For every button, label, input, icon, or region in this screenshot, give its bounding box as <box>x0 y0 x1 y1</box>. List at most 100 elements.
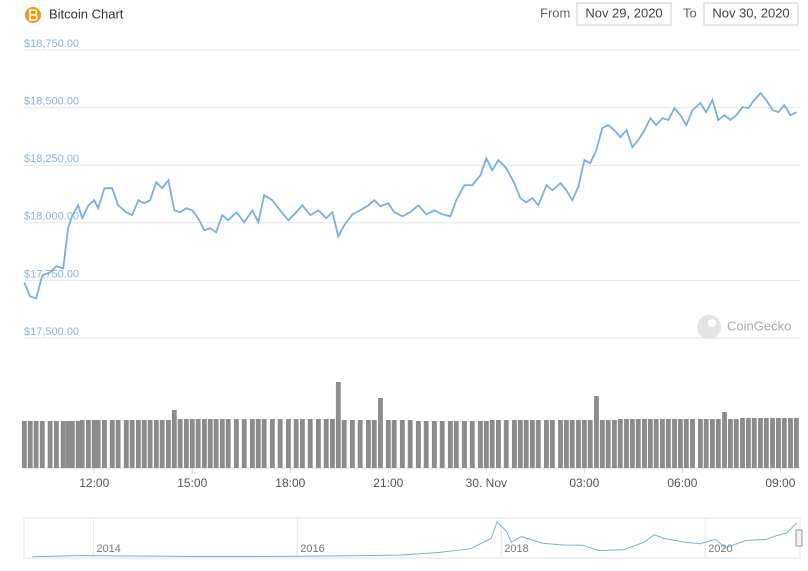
volume-bar <box>177 419 183 468</box>
y-tick-label: $18,500.00 <box>24 96 79 108</box>
volume-bar <box>39 421 45 468</box>
volume-bar <box>183 419 189 468</box>
from-input[interactable] <box>576 2 672 26</box>
watermark-logo <box>697 315 721 339</box>
volume-bar <box>733 419 739 468</box>
chart-title: Bitcoin Chart <box>49 6 124 21</box>
x-tick-label: 06:00 <box>667 476 697 490</box>
volume-bar <box>635 419 641 468</box>
volume-bar <box>611 420 617 468</box>
volume-bar <box>653 419 659 468</box>
volume-bar <box>727 419 733 468</box>
volume-bar <box>293 419 299 468</box>
volume-bar <box>141 420 147 468</box>
watermark-logo-eye <box>708 319 716 327</box>
volume-bar <box>535 420 541 468</box>
volume-bar <box>447 421 453 468</box>
volume-bar <box>512 420 517 468</box>
navigator-tick-label: 2018 <box>504 543 528 555</box>
volume-bar <box>357 420 363 468</box>
volume-bar <box>129 420 135 468</box>
volume-bar <box>415 421 421 468</box>
navigator-tick-label: 2020 <box>708 543 732 555</box>
x-tick-label: 09:00 <box>765 476 795 490</box>
volume-bar <box>517 420 523 468</box>
y-tick-label: $17,500.00 <box>24 326 79 338</box>
y-tick-label: $18,250.00 <box>24 153 79 165</box>
volume-bar <box>315 419 321 468</box>
volume-bar <box>201 419 207 468</box>
volume-bar <box>439 421 445 468</box>
volume-bar <box>697 419 703 468</box>
volume-bar <box>660 419 665 468</box>
volume-bar <box>349 420 355 468</box>
volume-bar <box>495 420 501 468</box>
volume-bar <box>751 418 757 468</box>
volume-bar <box>385 420 391 468</box>
volume-bar <box>159 420 165 468</box>
volume-bar <box>27 421 33 468</box>
to-input[interactable] <box>703 2 799 26</box>
volume-bar <box>587 420 593 468</box>
volume-bar <box>549 420 555 468</box>
volume-bar <box>594 396 599 468</box>
volume-bar <box>569 420 575 468</box>
volume-bar <box>740 418 745 468</box>
volume-bar <box>793 418 799 468</box>
x-tick-label: 12:00 <box>79 476 109 490</box>
navigator-tick-label: 2016 <box>300 543 324 555</box>
watermark: CoinGecko <box>727 318 791 333</box>
to-label: To <box>683 5 697 20</box>
volume-bar <box>576 420 581 468</box>
volume-bar <box>219 419 225 468</box>
volume-bar <box>207 419 213 468</box>
volume-bar <box>605 420 611 468</box>
volume-bar <box>53 421 59 468</box>
volume-bar <box>489 420 495 468</box>
volume-bar <box>423 421 429 468</box>
volume-bar <box>75 421 81 468</box>
volume-bar <box>249 419 255 468</box>
volume-bar <box>195 419 201 468</box>
volume-bar <box>189 419 195 468</box>
volume-bar <box>391 420 397 468</box>
x-tick-label: 21:00 <box>373 476 403 490</box>
navigator-handle[interactable] <box>795 529 803 547</box>
price-line <box>23 91 797 300</box>
volume-bar <box>341 420 347 468</box>
volume-bar <box>165 420 171 468</box>
to-date[interactable]: Nov 30, 2020 <box>712 5 789 20</box>
volume-bar <box>171 410 177 468</box>
volume-bar <box>529 420 535 468</box>
volume-bar <box>665 419 671 468</box>
x-tick-label: 03:00 <box>569 476 599 490</box>
volume-bar <box>722 412 727 468</box>
volume-bar <box>581 420 587 468</box>
volume-bar <box>323 419 329 468</box>
volume-bar <box>378 398 383 468</box>
volume-bar <box>642 419 647 468</box>
volume-bar <box>60 421 66 468</box>
from-date[interactable]: Nov 29, 2020 <box>585 5 662 20</box>
x-tick-label: 15:00 <box>177 476 207 490</box>
bitcoin-glyph <box>29 9 38 21</box>
volume-bar <box>153 420 159 468</box>
volume-bar <box>624 419 629 468</box>
volume-bar <box>65 421 71 468</box>
volume-bar <box>483 421 489 468</box>
volume-bar <box>683 419 689 468</box>
volume-bar <box>647 419 653 468</box>
volume-bar <box>677 419 683 468</box>
volume-bar <box>101 420 107 468</box>
volume-bar <box>299 419 305 468</box>
volume-bar <box>788 418 793 468</box>
volume-bar <box>147 420 153 468</box>
volume-bar <box>544 420 549 468</box>
volume-bar <box>599 420 605 468</box>
y-tick-label: $17,750.00 <box>24 268 79 280</box>
y-tick-label: $18,000.00 <box>24 211 79 223</box>
navigator-frame <box>23 517 801 559</box>
volume-bar <box>758 418 763 468</box>
volume-bar <box>672 419 677 468</box>
